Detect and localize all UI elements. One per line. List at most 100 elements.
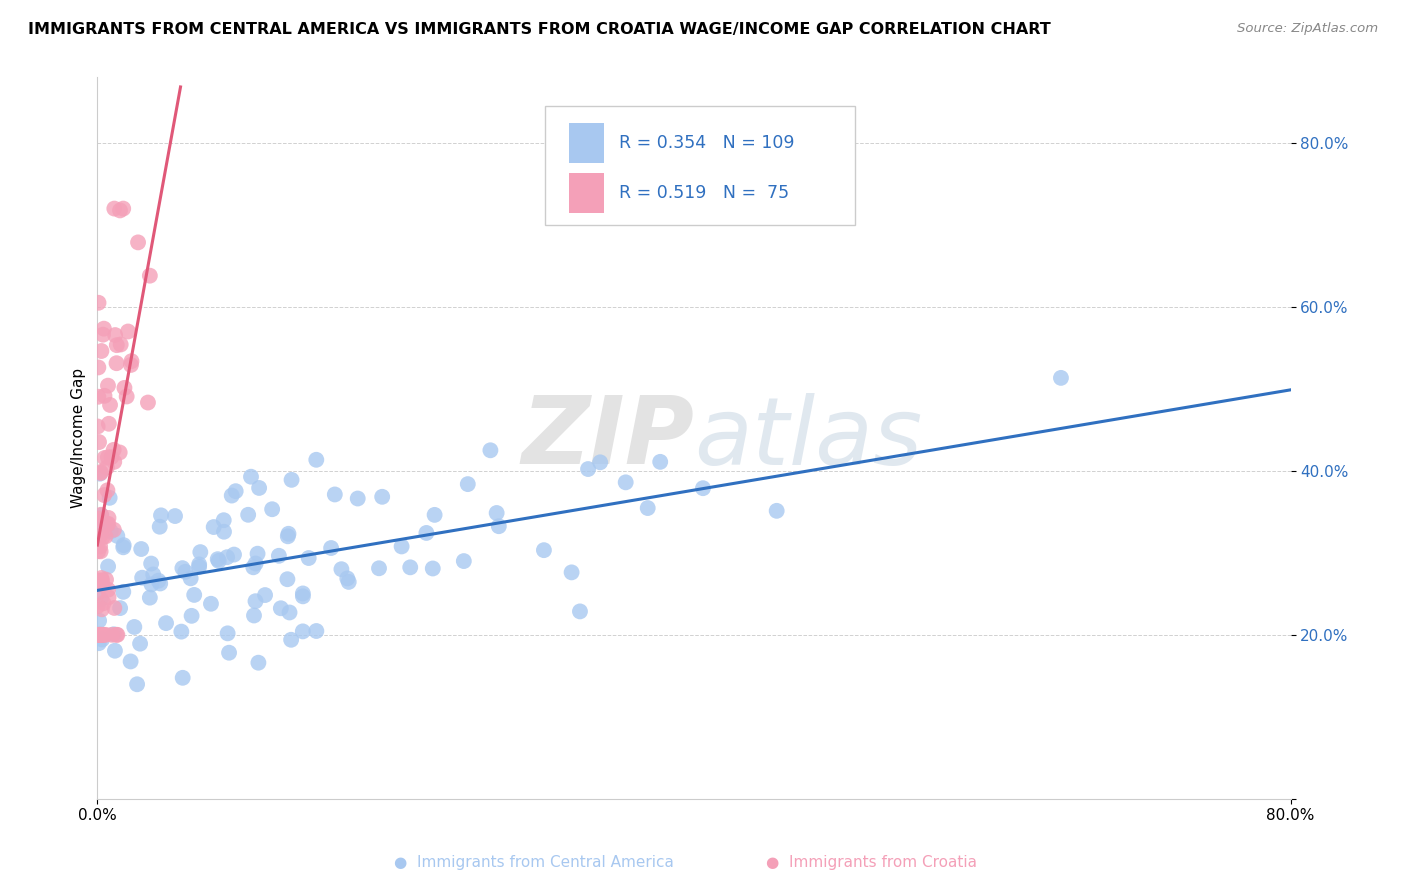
Point xyxy=(1050,371,1073,385)
Point xyxy=(105,338,128,352)
Point xyxy=(87,614,110,628)
Point xyxy=(155,616,177,631)
Point xyxy=(103,442,125,457)
Point xyxy=(103,523,125,537)
Point xyxy=(589,455,612,469)
Point xyxy=(117,325,139,339)
Point xyxy=(112,202,135,216)
Y-axis label: Wage/Income Gap: Wage/Income Gap xyxy=(72,368,86,508)
Point xyxy=(305,452,328,467)
Point xyxy=(112,541,135,555)
Point xyxy=(422,561,444,575)
Point xyxy=(89,540,111,554)
Point xyxy=(457,477,479,491)
Point xyxy=(172,561,194,575)
Point xyxy=(245,594,267,608)
Point xyxy=(222,548,245,562)
Point xyxy=(246,547,269,561)
Point xyxy=(91,628,114,642)
Bar xyxy=(568,123,605,162)
Point xyxy=(87,636,110,650)
Point xyxy=(100,450,122,465)
Point xyxy=(321,541,343,555)
Point xyxy=(87,390,110,404)
Point xyxy=(280,473,302,487)
Point xyxy=(298,551,321,566)
Point xyxy=(277,526,299,541)
Point xyxy=(112,538,135,552)
Point xyxy=(330,562,353,576)
Point xyxy=(163,509,186,524)
Point xyxy=(105,628,128,642)
Point xyxy=(150,508,173,523)
Point xyxy=(89,628,111,642)
Point xyxy=(124,620,146,634)
Point xyxy=(136,395,159,409)
Point xyxy=(245,557,267,571)
Point xyxy=(89,467,111,481)
Point xyxy=(94,529,117,543)
Point xyxy=(90,628,112,642)
Point xyxy=(87,360,110,375)
Point xyxy=(93,389,115,403)
Point xyxy=(148,574,170,588)
Point xyxy=(305,624,328,638)
Point xyxy=(291,586,314,600)
Point xyxy=(139,268,162,283)
Point xyxy=(172,671,194,685)
Point xyxy=(87,435,110,450)
Point xyxy=(127,235,149,250)
Point xyxy=(110,337,132,351)
Text: ZIP: ZIP xyxy=(522,392,695,484)
Point xyxy=(202,520,225,534)
Point xyxy=(488,519,510,533)
Point xyxy=(90,516,112,531)
Text: Source: ZipAtlas.com: Source: ZipAtlas.com xyxy=(1237,22,1378,36)
Point xyxy=(91,327,114,342)
Point xyxy=(561,566,583,580)
Text: atlas: atlas xyxy=(695,392,922,483)
Point xyxy=(149,576,172,591)
Point xyxy=(336,571,359,585)
Point xyxy=(183,588,205,602)
Point xyxy=(104,644,127,658)
Point xyxy=(97,591,120,605)
Point xyxy=(86,585,108,599)
Point xyxy=(90,466,112,480)
Point xyxy=(101,628,124,642)
Point xyxy=(93,321,115,335)
Point xyxy=(485,506,508,520)
Point xyxy=(121,354,143,368)
Point xyxy=(277,529,299,543)
Point xyxy=(568,604,591,618)
Point xyxy=(87,544,110,558)
Point xyxy=(188,559,211,574)
Point xyxy=(692,481,714,495)
Point xyxy=(108,203,131,218)
Point xyxy=(114,381,136,395)
Point xyxy=(96,483,118,498)
Point xyxy=(90,508,112,523)
Point xyxy=(149,519,172,533)
Point xyxy=(262,502,284,516)
Point xyxy=(278,606,301,620)
Point xyxy=(87,295,110,310)
Point xyxy=(104,328,127,343)
Point xyxy=(243,608,266,623)
Point xyxy=(89,528,111,542)
Point xyxy=(180,571,202,585)
Point xyxy=(105,356,128,370)
Point xyxy=(87,628,110,642)
FancyBboxPatch shape xyxy=(544,106,855,226)
Point xyxy=(96,517,118,532)
Point xyxy=(97,417,120,431)
Point xyxy=(765,504,787,518)
Point xyxy=(89,628,111,642)
Point xyxy=(93,450,115,465)
Point xyxy=(90,544,112,558)
Point xyxy=(87,512,110,526)
Point xyxy=(97,516,120,531)
Point xyxy=(371,490,394,504)
Point xyxy=(188,545,211,559)
Point xyxy=(91,530,114,544)
